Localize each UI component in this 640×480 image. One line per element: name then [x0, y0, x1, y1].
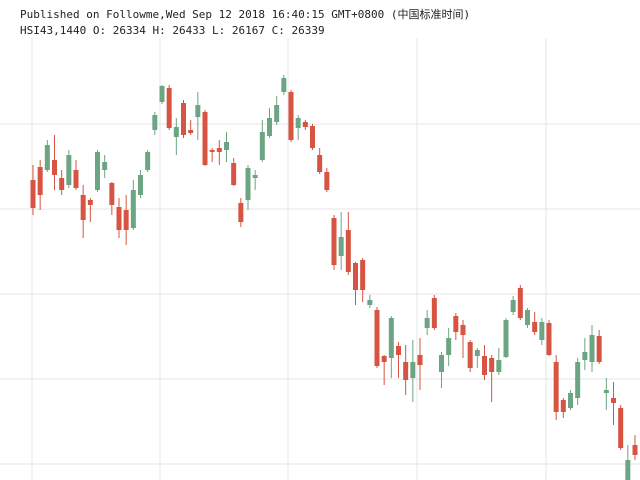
candle-body — [503, 320, 509, 357]
candle-body — [496, 360, 502, 372]
candle-body — [73, 170, 79, 188]
chart-subtitle: HSI43,1440 O: 26334 H: 26433 L: 26167 C:… — [20, 24, 325, 37]
candle-body — [403, 362, 409, 380]
candle-body — [109, 183, 115, 205]
candle-body — [568, 393, 573, 408]
candle-body — [102, 162, 108, 170]
candle-body — [331, 218, 337, 265]
candle-body — [37, 167, 43, 195]
candle-body — [216, 148, 222, 152]
candle-body — [145, 152, 151, 170]
candle-body — [410, 362, 416, 378]
candle-body — [367, 300, 373, 305]
candle-body — [159, 86, 165, 102]
candle-body — [396, 346, 401, 355]
candle-body — [259, 132, 265, 160]
candle-body — [152, 115, 158, 130]
candle-body — [202, 112, 208, 165]
candle-body — [295, 118, 301, 128]
candle-body — [130, 190, 136, 228]
candle-body — [87, 200, 93, 205]
candle-body — [252, 175, 258, 178]
candle-body — [625, 460, 631, 480]
candle-body — [388, 318, 394, 358]
candle-body — [123, 210, 129, 230]
candle-body — [288, 92, 294, 140]
candle-body — [44, 145, 50, 170]
chart-title: Published on Followme,Wed Sep 12 2018 16… — [20, 7, 470, 21]
candle-body — [209, 150, 215, 152]
candle-body — [188, 130, 194, 133]
candle-body — [173, 127, 179, 137]
candle-body — [360, 260, 366, 290]
vertical-grid — [31, 38, 547, 480]
candle-body — [560, 400, 566, 412]
candle-body — [467, 342, 473, 368]
candle-body — [166, 88, 172, 128]
candle-body — [546, 323, 552, 355]
candle-body — [310, 126, 315, 148]
candle-body — [603, 390, 609, 393]
plot-area — [0, 75, 640, 480]
candle-body — [460, 325, 466, 335]
candle-body — [453, 316, 459, 332]
candle-body — [274, 105, 280, 122]
candle-body — [582, 352, 588, 360]
candle-body — [138, 175, 143, 195]
candle-body — [517, 288, 523, 318]
candle-body — [66, 155, 72, 185]
candle-body — [267, 118, 272, 136]
candle-body — [30, 180, 36, 208]
candle-body — [116, 207, 122, 230]
candle-body — [525, 310, 530, 325]
candle-body — [632, 445, 638, 455]
candle-body — [245, 168, 251, 200]
candle-body — [439, 355, 444, 372]
candle-body — [195, 105, 201, 117]
candle-body — [539, 322, 545, 340]
candle-body — [417, 355, 423, 365]
candle-body — [231, 163, 237, 185]
candle-body — [589, 335, 595, 362]
candle-body — [80, 195, 86, 220]
candle-body — [345, 230, 351, 272]
candle-body — [510, 300, 516, 312]
candle-body — [489, 358, 495, 372]
candle-body — [482, 356, 487, 375]
candle-body — [596, 336, 602, 362]
candle-body — [381, 356, 387, 362]
candle-body — [618, 408, 624, 448]
candle-body — [575, 362, 581, 398]
candle-body — [302, 122, 308, 127]
candle-body — [324, 172, 330, 190]
candle-body — [181, 103, 186, 135]
candle-body — [353, 263, 358, 290]
candle-body — [424, 318, 430, 328]
candle-body — [317, 155, 323, 172]
candle-body — [611, 398, 616, 403]
candle-body — [374, 310, 380, 366]
candle-body — [338, 237, 344, 256]
candle-body — [281, 78, 287, 92]
candle-body — [532, 322, 538, 332]
candle-body — [59, 178, 65, 190]
candle-body — [474, 350, 480, 356]
candle-body — [52, 160, 57, 175]
candle-body — [95, 152, 100, 190]
candle-body — [238, 203, 244, 222]
candle-body — [446, 338, 452, 355]
candle-body — [553, 362, 559, 412]
candle-body — [431, 298, 437, 328]
candle-body — [224, 142, 229, 150]
